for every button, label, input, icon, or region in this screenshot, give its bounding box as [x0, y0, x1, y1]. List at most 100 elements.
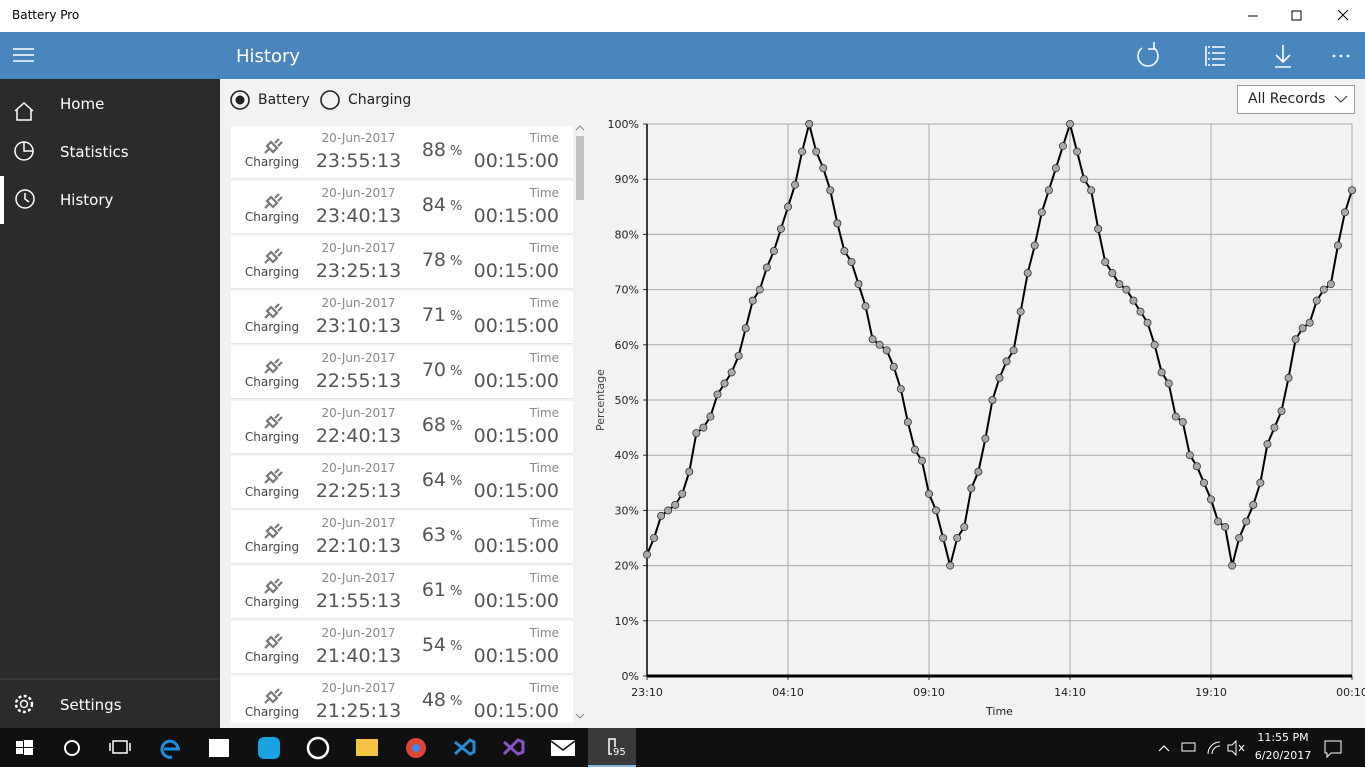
- row-status: Charging: [244, 540, 300, 554]
- nav-pane: Home Statistics History Settings: [0, 79, 220, 728]
- row-duration: 00:15:00: [473, 480, 559, 502]
- row-duration: 00:15:00: [473, 590, 559, 612]
- data-point: [1122, 285, 1131, 294]
- history-row[interactable]: Charging 20-Jun-2017 22:25:13 64% Time 00:15:…: [231, 456, 573, 509]
- data-point: [967, 484, 976, 493]
- history-row[interactable]: Charging 20-Jun-2017 22:10:13 63% Time 00:15:…: [231, 511, 573, 564]
- data-point: [1016, 307, 1025, 316]
- radio-label[interactable]: Charging: [348, 92, 412, 108]
- data-point: [1305, 318, 1314, 327]
- history-row[interactable]: Charging 20-Jun-2017 22:55:13 70% Time 00:15:…: [231, 346, 573, 399]
- data-point: [1340, 208, 1349, 217]
- maximize-button[interactable]: [1291, 10, 1302, 21]
- radio-label[interactable]: Battery: [258, 92, 310, 108]
- data-point: [1235, 534, 1244, 543]
- row-percent: 70: [421, 359, 446, 381]
- row-percent: 78: [421, 249, 446, 271]
- row-time: 23:40:13: [315, 205, 402, 227]
- row-percent-unit: %: [450, 474, 463, 489]
- plug-icon: [264, 578, 283, 594]
- radio-battery[interactable]: [230, 90, 250, 110]
- data-point: [910, 445, 919, 454]
- data-point: [812, 147, 821, 156]
- row-duration: 00:15:00: [473, 260, 559, 282]
- y-tick-label: 70%: [615, 284, 639, 297]
- history-row[interactable]: Charging 20-Jun-2017 21:55:13 61% Time 00:15:…: [231, 566, 573, 619]
- plug-icon: [264, 688, 283, 704]
- scrollbar[interactable]: [574, 124, 586, 724]
- nav-item[interactable]: Home: [60, 95, 105, 113]
- mail[interactable]: [551, 740, 575, 756]
- data-point: [776, 224, 785, 233]
- data-point: [678, 489, 687, 498]
- x-axis-title: Time: [985, 705, 1013, 718]
- row-percent: 68: [421, 414, 446, 436]
- tray-network[interactable]: [1207, 741, 1221, 755]
- data-point: [1263, 440, 1272, 449]
- refresh-button[interactable]: [1137, 42, 1159, 67]
- history-row[interactable]: Charging 20-Jun-2017 23:10:13 71% Time 00:15:…: [231, 291, 573, 344]
- row-percent-unit: %: [450, 584, 463, 599]
- row-percent: 84: [421, 194, 446, 216]
- row-duration-label: Time: [529, 131, 559, 145]
- history-row[interactable]: Charging 20-Jun-2017 23:25:13 78% Time 00:15:…: [231, 236, 573, 289]
- nav-item[interactable]: Statistics: [60, 143, 129, 161]
- y-axis-title: Percentage: [594, 369, 607, 431]
- y-tick-label: 50%: [615, 394, 639, 407]
- groove[interactable]: [306, 736, 330, 760]
- data-point: [713, 390, 722, 399]
- action-center[interactable]: [1324, 740, 1342, 759]
- row-status: Charging: [244, 375, 300, 389]
- data-point: [762, 263, 771, 272]
- data-point: [1037, 208, 1046, 217]
- start-button[interactable]: [16, 740, 33, 755]
- history-row[interactable]: Charging 20-Jun-2017 21:40:13 54% Time 00:15:…: [231, 621, 573, 674]
- history-row[interactable]: Charging 20-Jun-2017 23:55:13 88% Time 00:15:…: [231, 126, 573, 179]
- data-point: [1115, 280, 1124, 289]
- vscode[interactable]: [453, 738, 476, 756]
- cortana[interactable]: [64, 740, 80, 756]
- data-point: [1009, 346, 1018, 355]
- data-point: [981, 434, 990, 443]
- row-time: 23:25:13: [315, 260, 402, 282]
- row-date: 20-Jun-2017: [321, 571, 396, 585]
- visual-studio[interactable]: [502, 738, 525, 756]
- data-point: [1221, 522, 1230, 531]
- nav-icons: [0, 101, 220, 714]
- nav-item[interactable]: History: [60, 191, 114, 209]
- download-button[interactable]: [1275, 45, 1291, 68]
- history-row[interactable]: Charging 20-Jun-2017 22:40:13 68% Time 00:15:…: [231, 401, 573, 454]
- list-button[interactable]: [1205, 46, 1225, 66]
- data-point: [706, 412, 715, 421]
- data-point: [1066, 120, 1075, 129]
- edge[interactable]: [160, 739, 180, 759]
- data-point: [643, 550, 652, 559]
- nav-item[interactable]: Settings: [60, 696, 122, 714]
- history-row[interactable]: Charging 20-Jun-2017 21:25:13 48% Time 00:15:…: [231, 676, 573, 723]
- row-date: 20-Jun-2017: [321, 351, 396, 365]
- data-point: [847, 257, 856, 266]
- menu-button[interactable]: [12, 46, 36, 66]
- store[interactable]: [209, 739, 229, 757]
- explorer[interactable]: [356, 739, 378, 756]
- row-time: 22:40:13: [315, 425, 402, 447]
- row-percent-unit: %: [450, 144, 463, 159]
- records-dropdown[interactable]: All Records: [1237, 85, 1355, 114]
- history-row[interactable]: Charging 20-Jun-2017 23:40:13 84% Time 00:15:…: [231, 181, 573, 234]
- row-time: 22:55:13: [315, 370, 402, 392]
- data-point: [1171, 412, 1180, 421]
- tray-expand[interactable]: [1158, 745, 1170, 752]
- skype[interactable]: [258, 737, 280, 759]
- data-point: [1348, 186, 1357, 195]
- data-point: [657, 511, 666, 520]
- tray-volume[interactable]: [1227, 739, 1245, 757]
- more-button[interactable]: [1332, 54, 1350, 58]
- plug-icon: [264, 193, 283, 209]
- plug-icon: [264, 523, 283, 539]
- data-point: [1023, 269, 1032, 278]
- task-view[interactable]: [109, 740, 131, 754]
- radio-charging[interactable]: [320, 90, 340, 110]
- close-button[interactable]: [1337, 9, 1349, 21]
- tray-battery[interactable]: [1181, 742, 1196, 752]
